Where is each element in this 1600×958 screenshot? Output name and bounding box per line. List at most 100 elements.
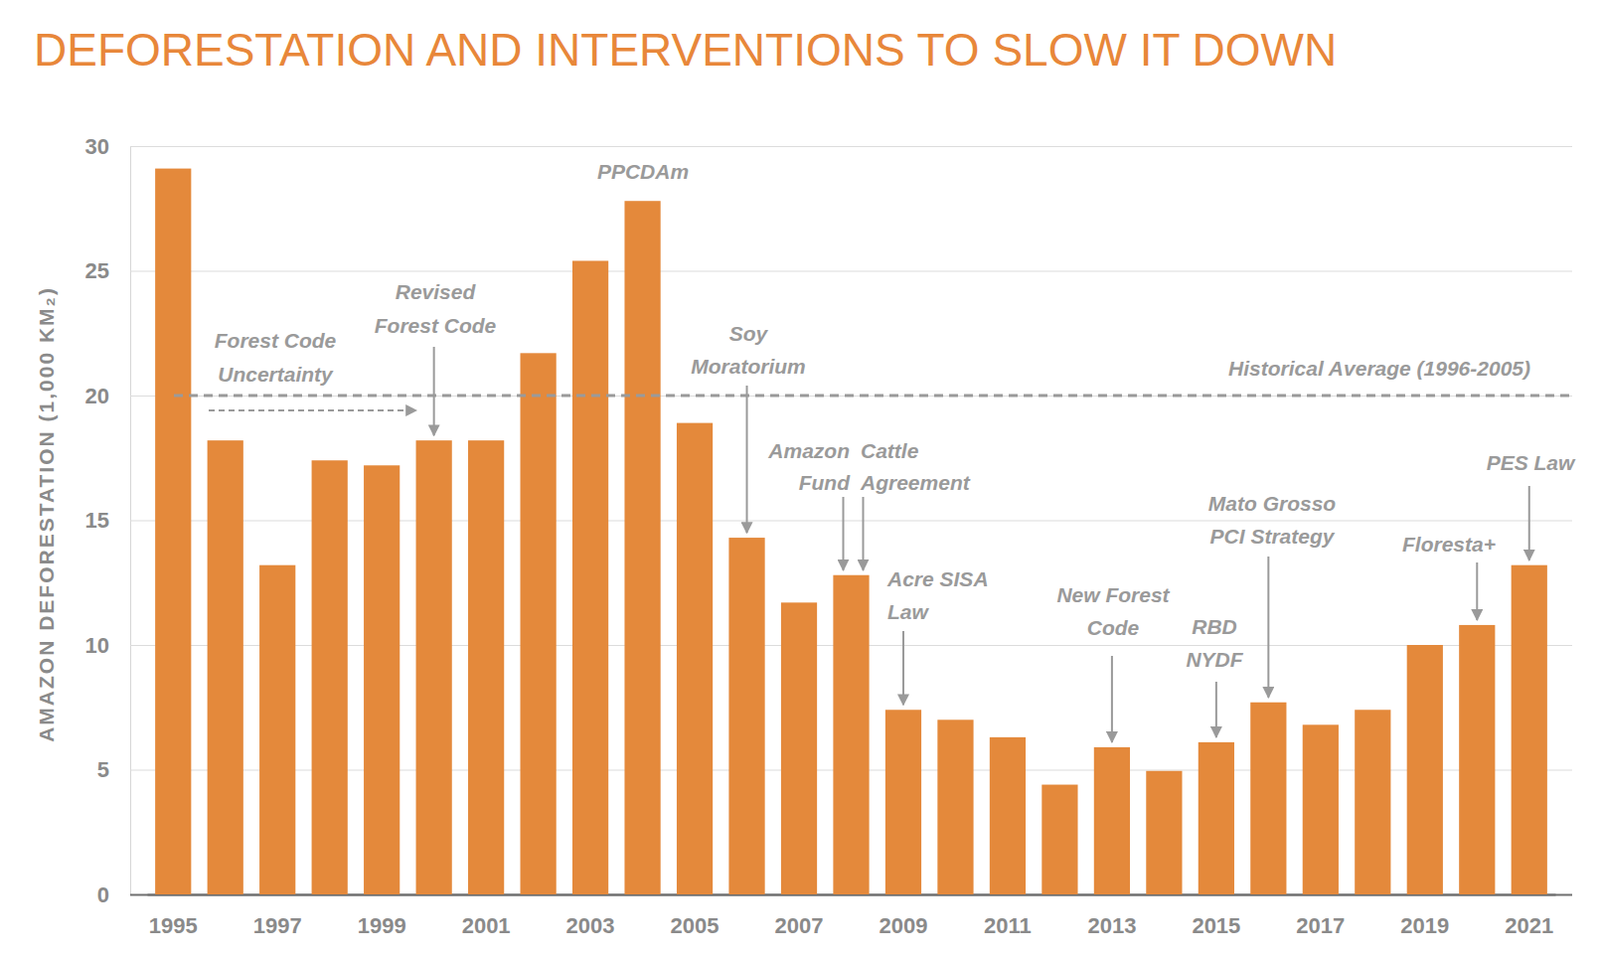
bar — [1041, 785, 1078, 895]
y-tick-label: 30 — [85, 134, 110, 160]
bar — [937, 719, 973, 895]
bar — [781, 602, 817, 895]
annotation-arrow — [433, 346, 436, 436]
y-tick: 20 — [85, 383, 1573, 409]
annotation-text: Mato Grosso — [1208, 491, 1337, 515]
x-tick-label: 2003 — [566, 913, 616, 939]
annotation-text: New Forest — [1056, 583, 1170, 607]
annotation-text: RBD — [1191, 615, 1238, 639]
bar — [1458, 625, 1495, 895]
annotations: Historical Average (1996-2005)Forest Cod… — [214, 160, 1577, 671]
grid-line — [130, 146, 1573, 148]
x-tick-label: 1995 — [149, 913, 198, 939]
annotation-text: Cattle — [860, 439, 920, 463]
y-tick: 10 — [85, 633, 1573, 658]
title: DEFORESTATION AND INTERVENTIONS TO SLOW … — [33, 23, 1337, 76]
y-tick-label: 5 — [97, 757, 110, 783]
annotation-arrow — [1215, 681, 1218, 738]
x-tick-label: 2021 — [1504, 913, 1554, 939]
x-tick: 2015 — [1191, 894, 1241, 939]
bar — [1511, 565, 1548, 895]
x-tick-label: 2015 — [1191, 913, 1241, 939]
y-tick: 25 — [85, 258, 1573, 284]
x-tick: 2017 — [1295, 894, 1345, 939]
x-tick: 2001 — [462, 894, 511, 939]
annotation-text: Moratorium — [690, 354, 806, 378]
bar — [832, 575, 869, 895]
x-tick-label: 1997 — [253, 913, 303, 939]
bar — [312, 460, 348, 895]
bar — [676, 423, 713, 895]
annotation-text: PES Law — [1486, 451, 1577, 475]
bar — [572, 260, 609, 895]
x-tick: 2007 — [775, 894, 824, 939]
bar — [1250, 702, 1286, 895]
bar — [989, 737, 1026, 895]
grid-line — [130, 395, 1573, 397]
x-tick: 1997 — [253, 894, 303, 939]
annotation-arrow — [862, 496, 865, 571]
x-tick-label: 2009 — [879, 913, 929, 939]
bar — [624, 200, 660, 895]
annotation-text: Law — [887, 600, 931, 624]
x-tick-label: 2013 — [1087, 913, 1136, 939]
annotation-arrow — [1528, 485, 1531, 561]
chart: DEFORESTATION AND INTERVENTIONS TO SLOW … — [0, 0, 1600, 958]
annotation-text: Forest Code — [214, 328, 337, 352]
x-tick: 2003 — [566, 894, 616, 939]
annotation-text: PCI Strategy — [1210, 524, 1336, 548]
annotation-text: Soy — [729, 321, 770, 345]
x-tick-label: 2005 — [670, 913, 720, 939]
bar — [1354, 709, 1391, 895]
x-tick-label: 2011 — [983, 913, 1032, 939]
bar — [259, 565, 296, 895]
y-tick-label: 0 — [97, 882, 110, 908]
bar — [520, 352, 557, 895]
bar — [1094, 747, 1130, 895]
annotation-text: Fund — [799, 471, 851, 494]
bar — [416, 440, 453, 895]
x-tick: 1995 — [149, 894, 198, 939]
annotation-arrow — [208, 409, 417, 412]
annotation-arrows — [208, 346, 1530, 743]
x-tick-label: 2007 — [775, 913, 824, 939]
bar — [1145, 771, 1182, 895]
bars — [155, 168, 1548, 895]
y-axis: 0 5 10 15 20 25 30 — [85, 134, 1573, 908]
annotation-text: Amazon — [767, 439, 850, 463]
annotation-text: PPCDAm — [597, 160, 689, 183]
x-tick-label: 2017 — [1295, 913, 1345, 939]
annotation-arrow — [842, 496, 845, 571]
annotation-text: Code — [1087, 616, 1140, 640]
bar — [363, 465, 400, 895]
bar — [207, 440, 244, 895]
grid-line — [130, 270, 1573, 272]
x-tick-label: 2001 — [462, 913, 511, 939]
x-tick-label: 2019 — [1400, 913, 1449, 939]
annotation-arrow — [1111, 655, 1114, 743]
x-tick: 2005 — [670, 894, 720, 939]
annotation-text: Revised — [395, 280, 478, 304]
x-tick: 2021 — [1504, 894, 1554, 939]
bar — [728, 537, 765, 895]
bar — [1198, 742, 1235, 895]
reference-lines — [173, 395, 1572, 397]
x-tick: 1999 — [357, 894, 407, 939]
annotation-text: Agreement — [859, 471, 971, 494]
bar — [155, 168, 191, 895]
x-tick: 2013 — [1087, 894, 1136, 939]
annotation-arrow — [902, 631, 905, 705]
y-tick: 30 — [85, 134, 1573, 160]
annotation-arrow — [746, 385, 749, 533]
bar — [468, 440, 504, 895]
bar — [885, 709, 922, 895]
bar — [1302, 724, 1339, 895]
annotation-text: Uncertainty — [217, 362, 334, 386]
y-tick-label: 20 — [85, 383, 110, 409]
y-tick: 15 — [85, 507, 1573, 533]
y-axis-title: AMAZON DEFORESTATION (1,000 KM₂) — [34, 286, 58, 743]
x-tick: 2009 — [879, 894, 929, 939]
annotation-text: Floresta+ — [1402, 532, 1496, 556]
annotation-arrow — [1475, 562, 1478, 621]
y-tick-label: 15 — [85, 507, 110, 533]
